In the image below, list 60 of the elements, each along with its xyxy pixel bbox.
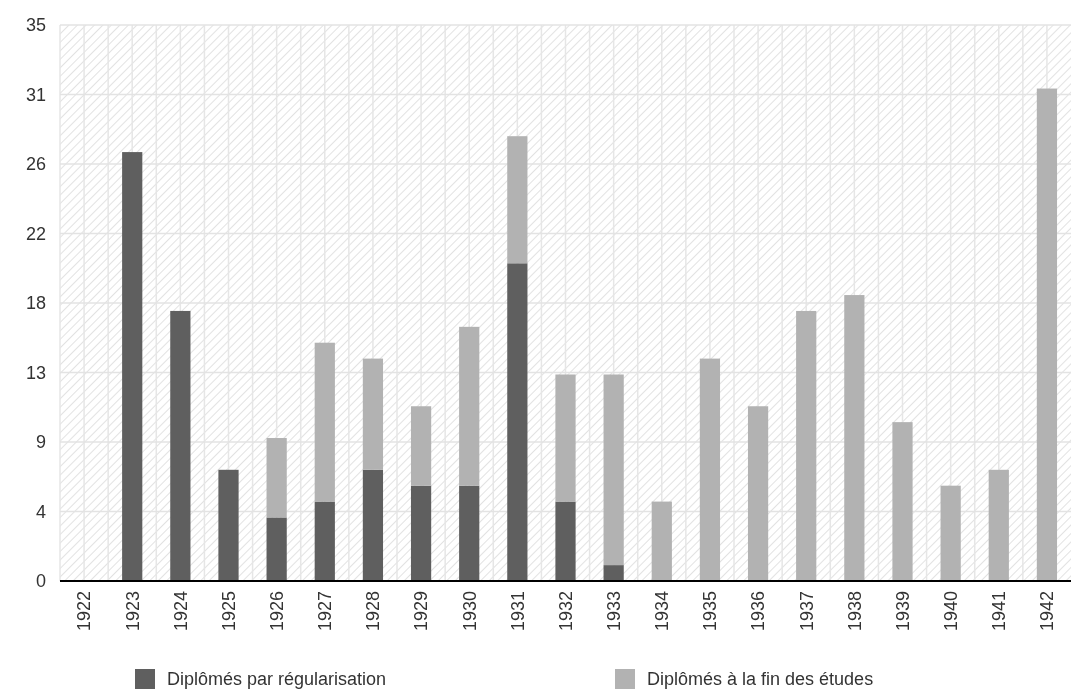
bar	[410, 485, 432, 581]
x-tick-label: 1932	[555, 591, 576, 632]
y-tick-label: 9	[35, 432, 46, 453]
legend-label: Diplômés par régularisation	[167, 669, 387, 690]
x-tick-label: 1933	[603, 591, 624, 632]
x-tick-label: 1929	[411, 591, 432, 632]
bar	[699, 358, 721, 581]
bar	[844, 295, 865, 581]
bar	[410, 406, 432, 486]
y-tick-label: 35	[25, 15, 46, 36]
x-tick-label: 1937	[796, 591, 817, 632]
x-tick-label: 1931	[507, 591, 528, 632]
bar	[362, 469, 384, 581]
bar	[314, 501, 335, 581]
x-tick-label: 1941	[989, 591, 1010, 632]
bar	[266, 438, 287, 518]
bar	[555, 501, 576, 581]
bar	[459, 326, 480, 486]
x-tick-label: 1923	[122, 591, 143, 632]
bar	[170, 310, 191, 581]
x-tick-label: 1934	[652, 591, 673, 632]
bar	[507, 136, 528, 264]
bar	[892, 422, 913, 581]
bar	[796, 310, 817, 581]
bar	[266, 517, 287, 581]
legend-label: Diplômés à la fin des études	[647, 669, 874, 690]
y-tick-label: 0	[35, 571, 46, 592]
bar	[603, 374, 624, 566]
bar	[555, 374, 576, 502]
bar	[218, 469, 239, 581]
bar	[940, 485, 961, 581]
bar	[747, 406, 769, 581]
y-tick-label: 26	[25, 154, 46, 175]
x-tick-label: 1928	[363, 591, 384, 632]
y-tick-label: 31	[25, 84, 46, 105]
bar	[362, 358, 384, 470]
bar	[988, 469, 1009, 581]
x-tick-label: 1924	[170, 591, 191, 632]
x-tick-label: 1938	[844, 591, 865, 632]
x-tick-label: 1927	[315, 591, 336, 632]
x-tick-label: 1940	[940, 591, 961, 632]
bar	[603, 565, 624, 581]
x-tick-label: 1936	[748, 591, 769, 632]
bar	[314, 342, 335, 502]
x-tick-label: 1926	[266, 591, 287, 632]
y-tick-label: 13	[25, 362, 46, 383]
bar	[651, 501, 672, 581]
x-tick-label: 1925	[218, 591, 239, 632]
bar	[122, 152, 143, 581]
bar	[507, 263, 528, 581]
y-tick-label: 18	[25, 293, 46, 314]
x-tick-label: 1942	[1037, 591, 1058, 632]
x-tick-label: 1939	[892, 591, 913, 632]
y-tick-label: 4	[35, 501, 46, 522]
x-tick-label: 1935	[700, 591, 721, 632]
x-tick-label: 1930	[459, 591, 480, 632]
bar	[1036, 88, 1058, 581]
y-tick-label: 22	[25, 223, 46, 244]
x-tick-label: 1922	[74, 591, 95, 632]
bar	[459, 485, 480, 581]
